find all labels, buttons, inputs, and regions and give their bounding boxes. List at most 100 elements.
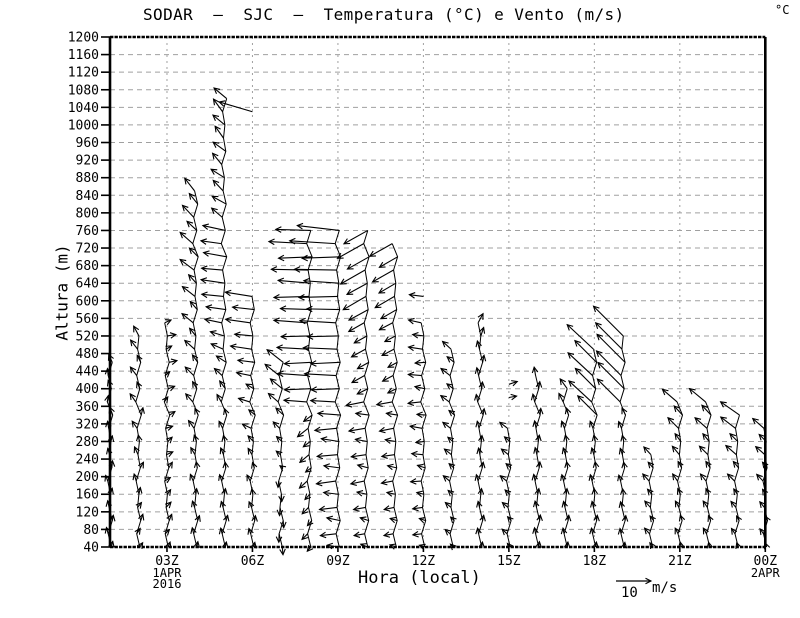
wind-vector (231, 304, 255, 311)
wind-vector (535, 380, 543, 389)
wind-vector (563, 487, 570, 495)
wind-vector (107, 487, 114, 495)
wind-vector (729, 432, 739, 442)
wind-vector (649, 515, 656, 523)
wind-vector (136, 354, 143, 363)
wind-vector (724, 444, 737, 456)
wind-vector (559, 377, 568, 390)
wind-vector (730, 500, 737, 508)
wind-vector (377, 282, 397, 294)
wind-vector (758, 433, 767, 442)
y-tick-label: 560 (76, 312, 99, 327)
wind-vector (647, 461, 655, 469)
wind-vector (168, 385, 176, 392)
wind-vector (375, 400, 393, 408)
y-tick-label: 720 (76, 242, 99, 257)
wind-vector (383, 335, 396, 343)
y-tick-label: 80 (83, 523, 99, 538)
wind-vector (678, 514, 686, 522)
wind-vector (247, 434, 255, 442)
wind-profile-column (688, 387, 714, 549)
wind-vector (272, 421, 280, 429)
y-tick-label: 1160 (68, 48, 99, 63)
wind-vector (446, 436, 455, 444)
wind-vector (407, 371, 422, 379)
wind-vector (221, 434, 228, 442)
wind-vector (135, 433, 143, 442)
wind-vector (129, 366, 138, 376)
wind-vector (168, 410, 176, 418)
x-tick-label: 03Z (155, 554, 179, 569)
temperature-profile-line (420, 322, 427, 548)
wind-vector (500, 448, 509, 456)
wind-vector (674, 527, 681, 535)
wind-vector-field (104, 87, 771, 556)
wind-vector (414, 438, 425, 446)
wind-vector (267, 238, 307, 246)
wind-vector (136, 486, 143, 495)
wind-vector (315, 479, 336, 487)
wind-vector (245, 383, 255, 390)
wind-vector (380, 478, 393, 486)
wind-vector (283, 386, 311, 393)
wind-vector (413, 359, 426, 366)
wind-vector (322, 489, 339, 497)
wind-vector (184, 392, 194, 403)
x-tick-date-label: 1APR (153, 566, 183, 580)
wind-vector (536, 407, 544, 416)
grid-lines (110, 37, 766, 547)
wind-vector (413, 384, 425, 391)
wind-vector (560, 473, 567, 482)
x-tick-date-label: 2016 (153, 577, 182, 591)
wind-vector (164, 501, 172, 509)
wind-vector (590, 446, 597, 455)
wind-vector (297, 294, 338, 301)
wind-vector (618, 500, 626, 508)
wind-vector (440, 367, 451, 376)
wind-vector (247, 447, 254, 455)
wind-vector (759, 500, 766, 508)
temperature-profile-line (648, 454, 655, 548)
wind-vector (298, 317, 336, 325)
wind-vector (236, 357, 255, 365)
wind-vector (476, 446, 483, 455)
wind-profile-column (336, 229, 370, 550)
wind-vector (302, 440, 311, 448)
y-tick-label: 1040 (68, 101, 99, 116)
wind-vector (199, 238, 222, 245)
wind-vector (218, 527, 226, 535)
wind-vector (443, 448, 452, 456)
x-tick-label: 18Z (583, 554, 607, 569)
wind-vector (388, 543, 397, 550)
wind-vector (445, 383, 454, 390)
y-tick-label: 440 (76, 365, 99, 380)
wind-profile-column (558, 377, 572, 549)
wind-vector (278, 465, 287, 472)
wind-vector (439, 394, 450, 403)
wind-profile-column (406, 292, 427, 551)
wind-vector (233, 331, 253, 338)
y-tick-label: 640 (76, 277, 99, 292)
wind-vector (105, 420, 112, 429)
wind-vector (498, 421, 508, 429)
wind-vector (418, 517, 426, 524)
wind-vector (643, 446, 652, 456)
wind-vector (325, 515, 341, 523)
y-tick-label: 1120 (68, 66, 99, 81)
wind-vector (288, 237, 336, 245)
wind-vector (446, 355, 455, 363)
wind-vector (215, 355, 227, 363)
wind-vector (219, 500, 226, 508)
wind-vector (302, 344, 338, 352)
wind-vector (409, 478, 422, 485)
wind-vector (305, 305, 340, 313)
wind-vector (671, 473, 679, 482)
wind-vector (199, 277, 225, 284)
wind-vector (385, 490, 396, 497)
wind-vector (448, 462, 456, 470)
wind-vector (694, 416, 708, 429)
wind-vector (192, 380, 199, 390)
wind-vector (504, 489, 512, 497)
wind-vector (191, 354, 199, 363)
